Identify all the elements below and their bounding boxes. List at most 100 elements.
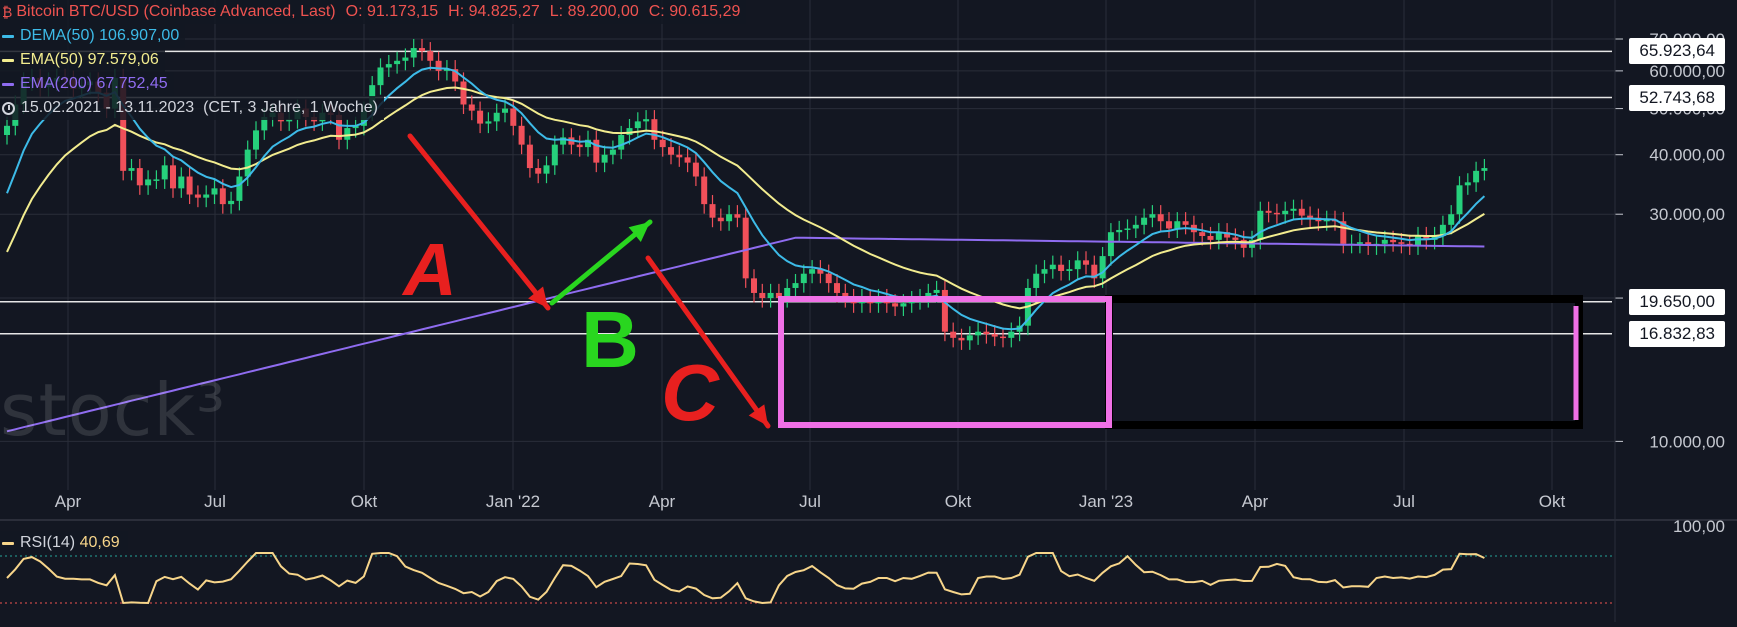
candle-body [336,114,342,140]
price-level-tag[interactable]: 52.743,68 [1629,84,1725,111]
candle-body [1132,224,1139,229]
candle-body [1365,242,1372,246]
annotation-letter-b: B [581,295,639,384]
y-tick-label: 10.000,00 [1649,432,1725,451]
candle-body [1356,242,1363,244]
candle-body [576,144,583,148]
candle-body [1415,236,1421,246]
candle-body [518,125,525,145]
legend-title-row[interactable]: ₿ Bitcoin BTC/USD (Coinbase Advanced, La… [0,0,747,24]
candle-body [1166,221,1172,229]
candle-body [726,214,733,222]
candle-body [443,69,450,71]
arrow-b-head [628,222,650,242]
price-level-tag[interactable]: 16.832,83 [1629,320,1725,347]
candle-body [1033,273,1040,288]
candle-body [1448,214,1455,225]
x-tick-label: Apr [1242,492,1269,511]
candle-body [817,269,824,274]
candle-body [170,165,176,189]
rsi-legend[interactable]: RSI(14) 40,69 [0,531,128,555]
candle-body [1174,221,1181,229]
x-tick-label: Okt [1539,492,1566,511]
candle-body [933,289,940,293]
candle-body [709,204,716,218]
candle-body [194,194,201,198]
ema200-line [6,236,1485,433]
candle-body [609,149,616,155]
candle-body [1323,219,1330,222]
candle-body [1066,269,1073,271]
legend-dema-row[interactable]: DEMA(50) 106.907,00 [0,24,186,48]
candle-body [145,179,152,186]
arrow-a-shaft [407,133,551,311]
candle-body [1182,221,1189,225]
legend-ema50-row[interactable]: EMA(50) 97.579,06 [0,48,165,72]
candle-body [410,48,417,58]
x-tick-label: Jan '23 [1079,492,1133,511]
candle-body [261,117,268,131]
candle-body [161,165,168,180]
candle-body [1199,232,1206,237]
candle-body [1074,260,1081,270]
arrow-c-shaft [645,255,771,429]
candle-body [701,176,708,205]
candle-body [1340,221,1347,244]
x-tick-label: Jul [799,492,821,511]
candle-body [684,157,691,163]
legend-ema200-row[interactable]: EMA(200) 67.752,45 [0,72,174,96]
ema200-value: 67.752,45 [96,75,168,92]
candle-body [560,137,567,145]
candle-body [1149,214,1156,218]
candle-body [676,154,683,158]
candle-body [1473,170,1480,183]
candle-body [983,331,990,335]
candle-body [1456,185,1463,215]
candle-body [526,144,533,169]
candle-body [253,130,259,150]
candle-body [1141,217,1148,225]
candle-body [643,119,650,122]
clock-icon [2,101,15,115]
candle-body [634,121,641,129]
candle-body [717,217,724,222]
candle-body [1464,182,1471,186]
candle-body [1257,210,1264,240]
candle-body [585,139,591,148]
candle-body [1107,232,1114,257]
candle-body [792,283,799,288]
candle-body [1157,214,1164,222]
x-tick-label: Okt [351,492,378,511]
candle-body [1124,228,1131,230]
candle-body [1282,210,1289,215]
candle-body [593,139,600,163]
ema50-value: 97.579,06 [87,51,159,68]
candle-body [1481,168,1488,171]
candle-body [186,176,193,195]
candle-body [1049,264,1056,270]
ema50-swatch [2,58,14,62]
candle-body [543,165,550,174]
candle-body [1224,232,1231,238]
candle-body [601,154,608,163]
ema200-swatch [2,82,14,86]
date-range: 15.02.2021 - 13.11.2023 [21,99,195,116]
price-level-tag[interactable]: 19.650,00 [1629,288,1725,315]
candle-body [809,269,816,274]
candle-body [394,60,401,65]
x-tick-label: Apr [649,492,676,511]
candle-body [651,119,658,140]
candle-body [1298,208,1305,216]
candle-body [468,104,475,111]
candle-body [136,168,143,186]
candle-body [1439,224,1446,237]
legend-range-row: 15.02.2021 - 13.11.2023 (CET, 3 Jahre, 1… [0,96,384,120]
candle-body [477,110,484,124]
candle-body [784,287,791,299]
price-level-tag[interactable]: 65.923,64 [1629,38,1725,65]
candle-body [211,188,218,195]
arrow-a-head [528,286,548,308]
candle-body [1273,212,1280,215]
